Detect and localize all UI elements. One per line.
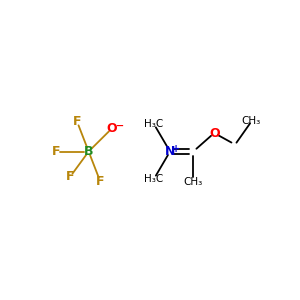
Text: N: N [165, 145, 175, 158]
Text: H₃C: H₃C [144, 174, 164, 184]
Text: O: O [106, 122, 117, 135]
Text: CH₃: CH₃ [242, 116, 261, 127]
Text: H₃C: H₃C [144, 119, 164, 129]
Text: F: F [73, 115, 81, 128]
Text: F: F [66, 170, 74, 183]
Text: B: B [84, 145, 93, 158]
Text: F: F [96, 175, 104, 188]
Text: +: + [172, 144, 180, 154]
Text: CH₃: CH₃ [184, 176, 203, 187]
Text: F: F [52, 145, 60, 158]
Text: −: − [116, 121, 124, 130]
Text: O: O [209, 127, 220, 140]
